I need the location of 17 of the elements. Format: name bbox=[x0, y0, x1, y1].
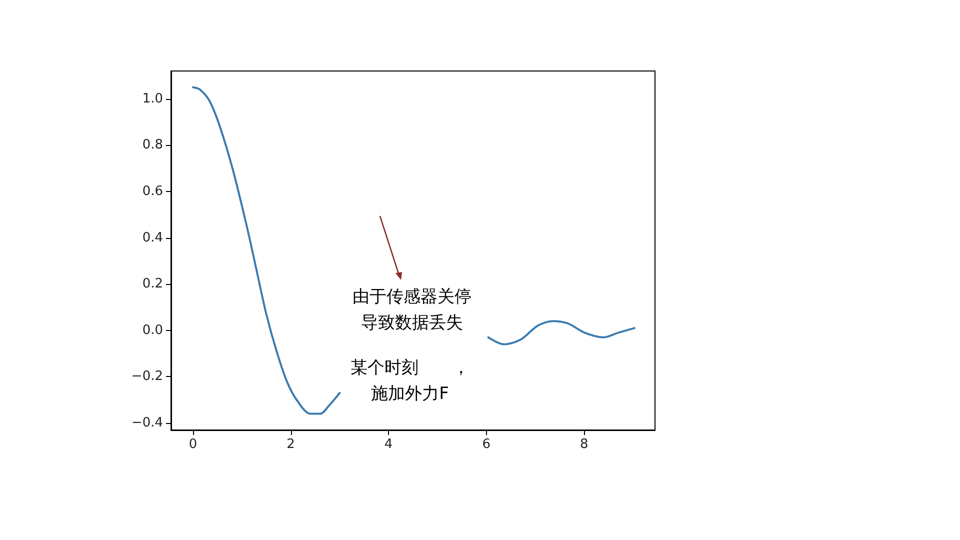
annotation: 某个时刻 ，施加外力F bbox=[350, 357, 470, 406]
y-tick-label: 0.8 bbox=[142, 138, 163, 153]
y-tick-label: 1.0 bbox=[142, 91, 163, 106]
y-tick-label: −0.2 bbox=[131, 369, 163, 384]
y-tick-label: 0.4 bbox=[142, 230, 163, 246]
line-series bbox=[192, 86, 341, 415]
y-tick-label: 0.0 bbox=[142, 322, 163, 338]
x-tick-label: 4 bbox=[384, 437, 393, 452]
annotation: 由于传感器关停导致数据丢失 bbox=[352, 286, 472, 335]
y-tick-label: 0.6 bbox=[142, 184, 163, 199]
x-tick-label: 6 bbox=[482, 437, 490, 452]
x-tick-label: 0 bbox=[188, 437, 198, 452]
y-tick-label: −0.4 bbox=[131, 416, 163, 431]
line-series bbox=[487, 320, 636, 346]
x-tick-label: 8 bbox=[580, 437, 588, 452]
y-tick-label: 0.2 bbox=[142, 276, 163, 292]
x-tick-label: 2 bbox=[286, 437, 295, 452]
